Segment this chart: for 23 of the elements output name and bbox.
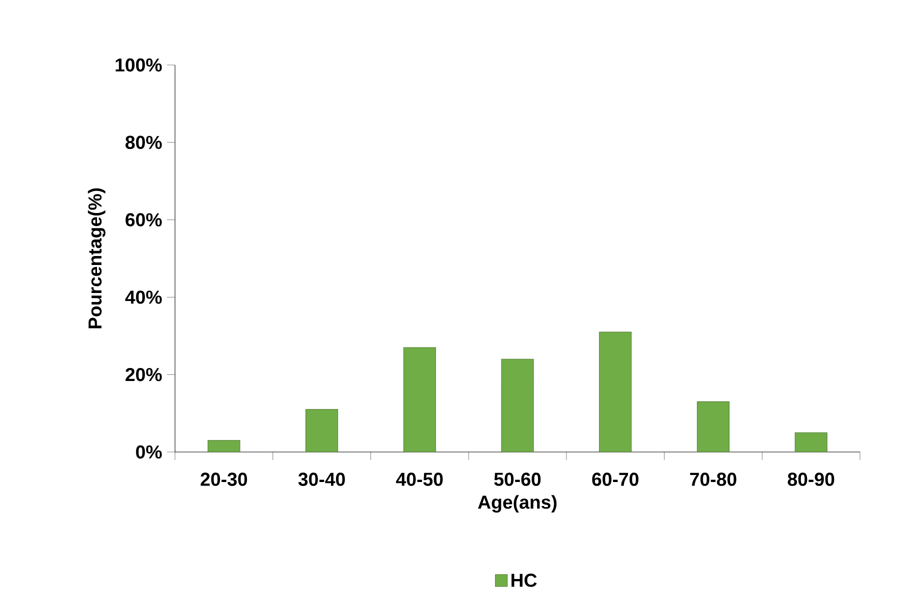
x-tick-label: 60-70 [592, 472, 638, 486]
x-tick-label: 20-30 [200, 472, 248, 486]
legend-label: HC [512, 574, 537, 587]
y-tick-label: 80% [126, 136, 162, 150]
y-tick-label: 40% [125, 290, 162, 304]
bar [794, 432, 828, 452]
bar [403, 347, 436, 452]
x-axis-title: Age(ans) [478, 495, 556, 513]
bar [208, 440, 240, 452]
x-tick-label: 80-90 [788, 472, 834, 486]
bar [599, 332, 632, 452]
y-tick-label: 100% [116, 58, 162, 72]
bar [696, 401, 730, 452]
x-tick-label: 70-80 [690, 472, 736, 486]
bar [306, 409, 338, 452]
y-tick-label: 0% [136, 445, 162, 459]
x-tick-label: 50-60 [494, 472, 541, 486]
x-tick-label: 40-50 [396, 472, 443, 486]
x-tick-label: 30-40 [298, 472, 345, 486]
y-tick-label: 60% [126, 213, 162, 226]
y-axis-title: Pourcentage(%) [88, 188, 106, 328]
bar [501, 358, 534, 452]
y-tick-label: 20% [126, 368, 162, 382]
